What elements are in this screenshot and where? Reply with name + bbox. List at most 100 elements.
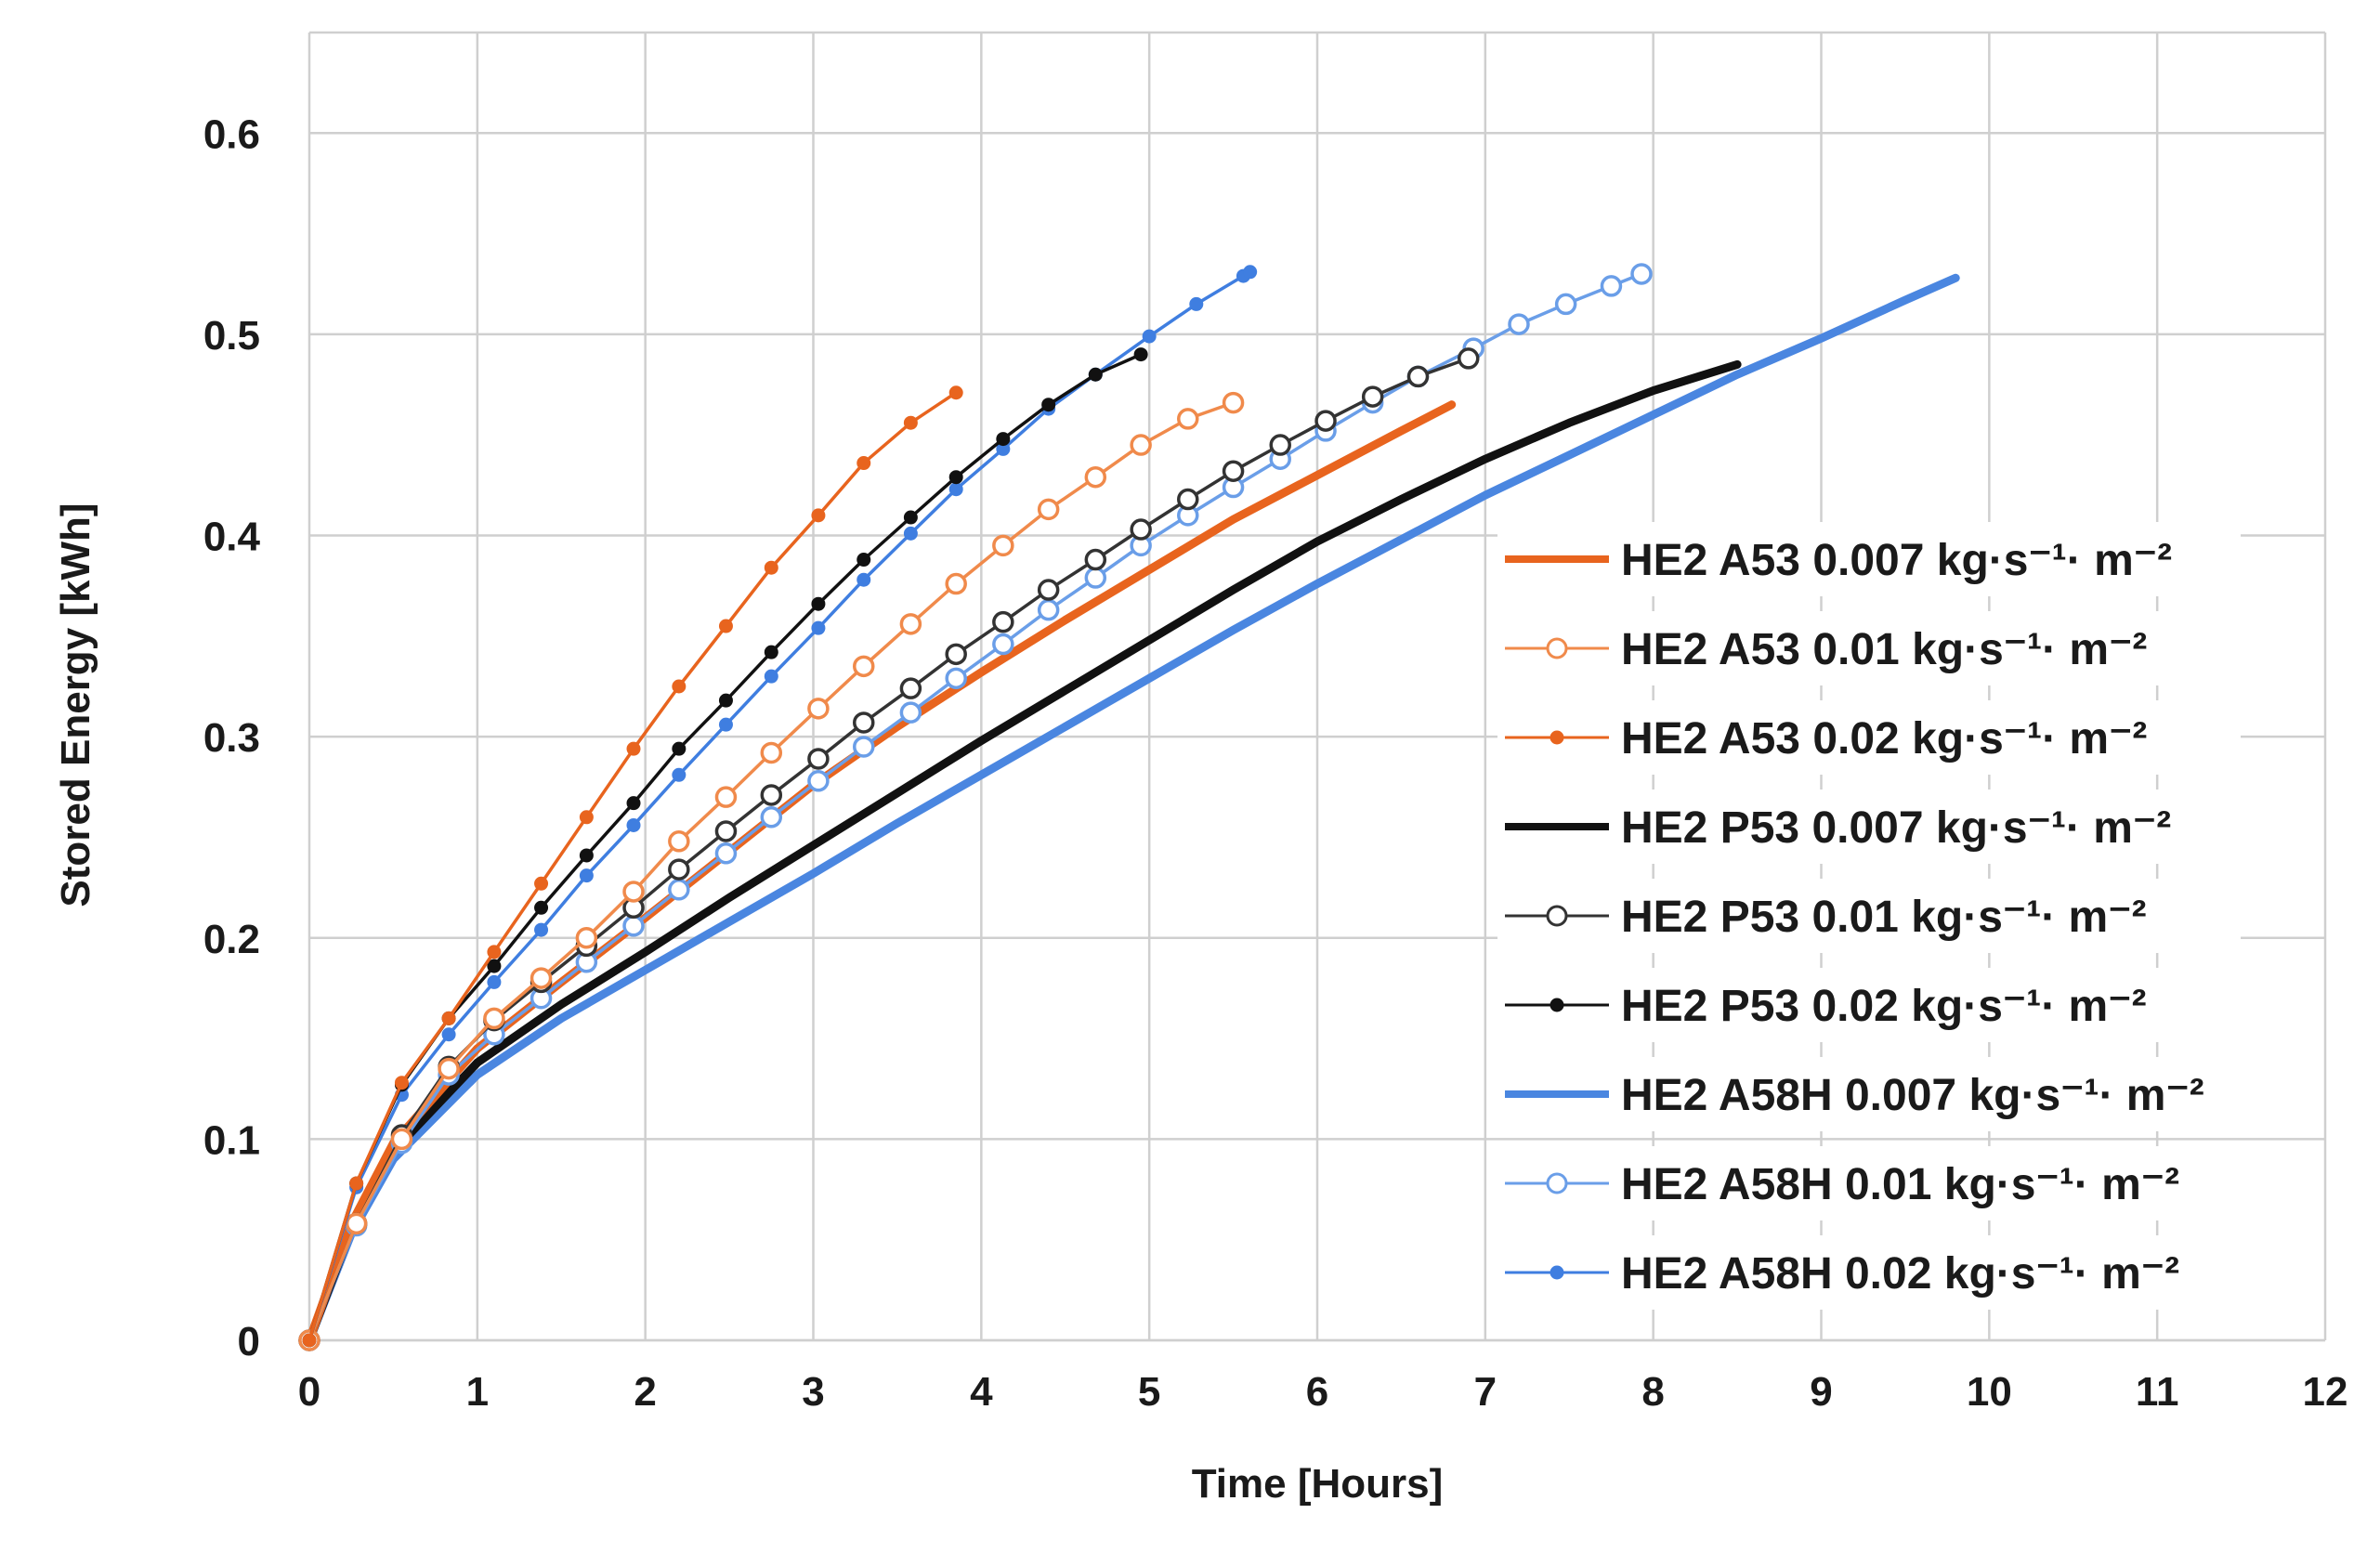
- data-point: [349, 1176, 364, 1191]
- legend-label: HE2 P53 0.02 kg·s⁻¹· m⁻²: [1621, 982, 2147, 1031]
- data-point: [579, 868, 594, 883]
- data-point: [992, 610, 1014, 633]
- data-point: [1084, 548, 1107, 571]
- data-point: [438, 1057, 460, 1080]
- x-tick-label: 3: [802, 1369, 824, 1415]
- series-line: [305, 273, 1960, 1345]
- data-point: [899, 677, 922, 699]
- data-point: [1269, 434, 1291, 456]
- series-line: [305, 359, 1742, 1345]
- legend-item-bg: [1497, 790, 2241, 864]
- legend-label: HE2 P53 0.01 kg·s⁻¹· m⁻²: [1621, 893, 2147, 942]
- data-point: [992, 633, 1014, 656]
- x-tick-label: 10: [1967, 1369, 2012, 1415]
- data-point: [903, 526, 918, 541]
- data-point: [441, 1027, 456, 1042]
- data-point: [672, 679, 687, 694]
- y-tick-label: 0.1: [203, 1117, 260, 1163]
- legend-item-bg: [1497, 968, 2241, 1042]
- data-point: [575, 927, 598, 949]
- data-point: [1177, 488, 1199, 511]
- data-point: [1142, 329, 1157, 344]
- y-tick-label: 0.4: [203, 515, 261, 560]
- x-tick-label: 0: [298, 1369, 320, 1415]
- data-point: [483, 1007, 505, 1030]
- data-point: [807, 748, 830, 770]
- x-tick-label: 5: [1138, 1369, 1160, 1415]
- data-point: [853, 711, 875, 734]
- data-point: [668, 830, 690, 853]
- data-point: [1508, 313, 1530, 335]
- legend-label: HE2 A53 0.007 kg·s⁻¹· m⁻²: [1621, 536, 2172, 585]
- data-point: [811, 508, 826, 523]
- data-point: [1630, 263, 1653, 285]
- legend-item: HE2 A53 0.007 kg·s⁻¹· m⁻²: [1497, 522, 2241, 596]
- data-point: [487, 974, 502, 989]
- legend-label: HE2 A58H 0.01 kg·s⁻¹· m⁻²: [1621, 1160, 2179, 1209]
- data-point: [441, 1011, 456, 1025]
- data-point: [760, 806, 783, 829]
- data-point: [534, 900, 549, 915]
- data-point: [622, 881, 645, 903]
- y-tick-label: 0.5: [203, 313, 260, 359]
- legend-item: HE2 A53 0.02 kg·s⁻¹· m⁻²: [1497, 700, 2241, 775]
- y-tick-label: 0.6: [203, 111, 260, 157]
- data-point: [1037, 579, 1060, 601]
- legend-marker: [1550, 1265, 1564, 1280]
- data-point: [1177, 408, 1199, 430]
- x-tick-label: 6: [1306, 1369, 1328, 1415]
- legend-item-bg: [1497, 611, 2241, 685]
- data-point: [857, 572, 871, 587]
- data-point: [857, 456, 871, 471]
- data-point: [903, 415, 918, 430]
- data-point: [1189, 296, 1204, 311]
- legend-marker: [1546, 637, 1568, 659]
- legend-marker: [1550, 998, 1564, 1012]
- x-tick-label: 9: [1810, 1369, 1832, 1415]
- data-point: [1041, 398, 1056, 412]
- y-axis-title: Stored Energy [kWh]: [53, 502, 98, 907]
- legend-item-bg: [1497, 879, 2241, 953]
- data-point: [668, 858, 690, 881]
- data-point: [714, 842, 738, 865]
- data-point: [622, 915, 645, 937]
- data-point: [760, 784, 783, 806]
- data-point: [302, 1333, 317, 1348]
- series-line: [307, 270, 1252, 1342]
- legend-item: HE2 A53 0.01 kg·s⁻¹· m⁻²: [1497, 611, 2241, 685]
- legend-label: HE2 P53 0.007 kg·s⁻¹· m⁻²: [1621, 803, 2171, 853]
- legend-item-bg: [1497, 1146, 2241, 1220]
- x-tick-label: 2: [634, 1369, 656, 1415]
- data-point: [1554, 293, 1577, 316]
- legend-label: HE2 A58H 0.02 kg·s⁻¹· m⁻²: [1621, 1249, 2179, 1299]
- data-point: [534, 876, 549, 891]
- data-point: [626, 796, 641, 811]
- legend-item-bg: [1497, 1057, 2241, 1131]
- y-tick-label: 0: [238, 1319, 260, 1364]
- data-point: [945, 572, 967, 595]
- legend-item: HE2 A58H 0.02 kg·s⁻¹· m⁻²: [1497, 1235, 2241, 1310]
- data-point: [1133, 347, 1148, 362]
- data-point: [1084, 567, 1107, 589]
- data-point: [579, 848, 594, 863]
- legend-marker: [1546, 905, 1568, 927]
- data-point: [1130, 434, 1152, 456]
- data-point: [672, 767, 687, 782]
- data-point: [718, 619, 733, 633]
- series-group: [298, 263, 1960, 1351]
- data-point: [1222, 391, 1245, 414]
- data-point: [853, 736, 875, 758]
- legend-label: HE2 A58H 0.007 kg·s⁻¹· m⁻²: [1621, 1071, 2204, 1120]
- data-point: [811, 596, 826, 611]
- data-point: [811, 620, 826, 635]
- y-tick-label: 0.3: [203, 715, 260, 761]
- data-point: [345, 1212, 368, 1235]
- data-point: [1037, 598, 1060, 621]
- x-tick-label: 8: [1641, 1369, 1664, 1415]
- data-point: [1243, 265, 1258, 280]
- data-point: [626, 817, 641, 832]
- data-point: [1130, 518, 1152, 541]
- x-tick-label: 7: [1474, 1369, 1497, 1415]
